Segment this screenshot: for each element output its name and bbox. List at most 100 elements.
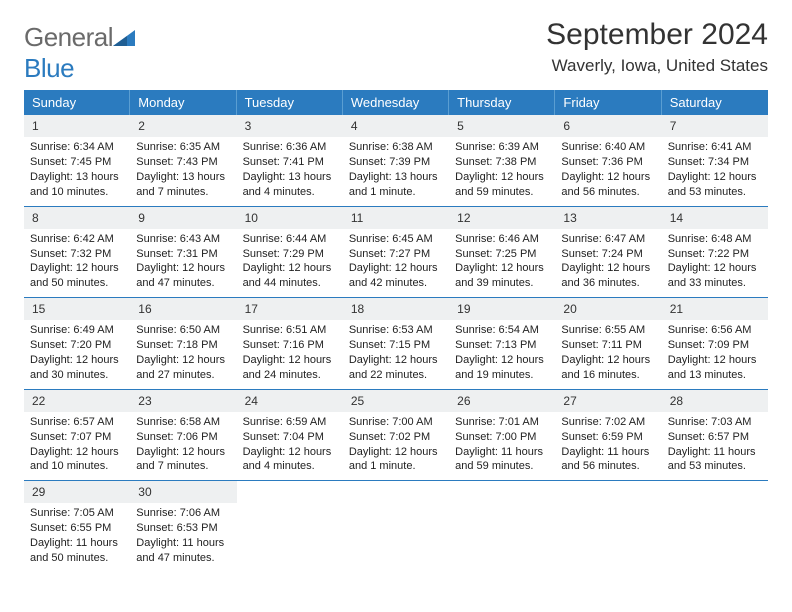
sunrise-line: Sunrise: 7:03 AM — [668, 415, 762, 430]
calendar-cell: 15Sunrise: 6:49 AMSunset: 7:20 PMDayligh… — [24, 298, 130, 389]
sunrise-line: Sunrise: 6:55 AM — [561, 323, 655, 338]
calendar-cell: 8Sunrise: 6:42 AMSunset: 7:32 PMDaylight… — [24, 207, 130, 298]
day-number: 2 — [130, 115, 236, 137]
sunrise-line: Sunrise: 6:40 AM — [561, 140, 655, 155]
sunrise-line: Sunrise: 6:57 AM — [30, 415, 124, 430]
calendar-cell: 25Sunrise: 7:00 AMSunset: 7:02 PMDayligh… — [343, 390, 449, 481]
calendar-cell: 7Sunrise: 6:41 AMSunset: 7:34 PMDaylight… — [662, 115, 768, 206]
calendar-cell: 21Sunrise: 6:56 AMSunset: 7:09 PMDayligh… — [662, 298, 768, 389]
day-number: 5 — [449, 115, 555, 137]
day-number: 9 — [130, 207, 236, 229]
sunset-line: Sunset: 7:29 PM — [243, 247, 337, 262]
location-label: Waverly, Iowa, United States — [546, 56, 768, 76]
sunset-line: Sunset: 7:06 PM — [136, 430, 230, 445]
sunset-line: Sunset: 7:04 PM — [243, 430, 337, 445]
calendar-cell: 29Sunrise: 7:05 AMSunset: 6:55 PMDayligh… — [24, 481, 130, 572]
calendar-cell: 30Sunrise: 7:06 AMSunset: 6:53 PMDayligh… — [130, 481, 236, 572]
day-number: 27 — [555, 390, 661, 412]
daylight-line: Daylight: 12 hours and 13 minutes. — [668, 353, 762, 383]
day-number: 13 — [555, 207, 661, 229]
sunset-line: Sunset: 7:15 PM — [349, 338, 443, 353]
sunrise-line: Sunrise: 6:59 AM — [243, 415, 337, 430]
sunset-line: Sunset: 7:34 PM — [668, 155, 762, 170]
calendar-week: 29Sunrise: 7:05 AMSunset: 6:55 PMDayligh… — [24, 481, 768, 572]
sunrise-line: Sunrise: 7:01 AM — [455, 415, 549, 430]
daylight-line: Daylight: 12 hours and 42 minutes. — [349, 261, 443, 291]
dow-header: Friday — [555, 90, 661, 115]
sunset-line: Sunset: 7:31 PM — [136, 247, 230, 262]
calendar-cell-empty — [237, 481, 343, 572]
sunrise-line: Sunrise: 6:35 AM — [136, 140, 230, 155]
day-number: 6 — [555, 115, 661, 137]
day-number: 17 — [237, 298, 343, 320]
calendar-week: 22Sunrise: 6:57 AMSunset: 7:07 PMDayligh… — [24, 390, 768, 482]
day-number: 4 — [343, 115, 449, 137]
sunrise-line: Sunrise: 6:53 AM — [349, 323, 443, 338]
sunset-line: Sunset: 7:45 PM — [30, 155, 124, 170]
daylight-line: Daylight: 13 hours and 7 minutes. — [136, 170, 230, 200]
page-title: September 2024 — [546, 18, 768, 52]
calendar-cell: 5Sunrise: 6:39 AMSunset: 7:38 PMDaylight… — [449, 115, 555, 206]
calendar-cell: 2 Sunrise: 6:35 AMSunset: 7:43 PMDaylight… — [130, 115, 236, 206]
daylight-line: Daylight: 13 hours and 1 minute. — [349, 170, 443, 200]
sunset-line: Sunset: 6:59 PM — [561, 430, 655, 445]
sunset-line: Sunset: 7:24 PM — [561, 247, 655, 262]
sunset-line: Sunset: 7:18 PM — [136, 338, 230, 353]
calendar-cell: 24Sunrise: 6:59 AMSunset: 7:04 PMDayligh… — [237, 390, 343, 481]
sunrise-line: Sunrise: 6:48 AM — [668, 232, 762, 247]
daylight-line: Daylight: 12 hours and 53 minutes. — [668, 170, 762, 200]
sunset-line: Sunset: 7:11 PM — [561, 338, 655, 353]
daylight-line: Daylight: 12 hours and 27 minutes. — [136, 353, 230, 383]
daylight-line: Daylight: 13 hours and 4 minutes. — [243, 170, 337, 200]
sunrise-line: Sunrise: 6:47 AM — [561, 232, 655, 247]
daylight-line: Daylight: 12 hours and 10 minutes. — [30, 445, 124, 475]
sunset-line: Sunset: 7:22 PM — [668, 247, 762, 262]
sunrise-line: Sunrise: 6:58 AM — [136, 415, 230, 430]
sunrise-line: Sunrise: 7:06 AM — [136, 506, 230, 521]
sunset-line: Sunset: 7:00 PM — [455, 430, 549, 445]
daylight-line: Daylight: 12 hours and 24 minutes. — [243, 353, 337, 383]
dow-header: Wednesday — [343, 90, 449, 115]
sunrise-line: Sunrise: 6:34 AM — [30, 140, 124, 155]
calendar-cell: 6Sunrise: 6:40 AMSunset: 7:36 PMDaylight… — [555, 115, 661, 206]
calendar-cell: 10Sunrise: 6:44 AMSunset: 7:29 PMDayligh… — [237, 207, 343, 298]
daylight-line: Daylight: 12 hours and 44 minutes. — [243, 261, 337, 291]
sunrise-line: Sunrise: 7:05 AM — [30, 506, 124, 521]
sunset-line: Sunset: 7:09 PM — [668, 338, 762, 353]
day-number: 21 — [662, 298, 768, 320]
sunrise-line: Sunrise: 7:02 AM — [561, 415, 655, 430]
calendar-cell: 28Sunrise: 7:03 AMSunset: 6:57 PMDayligh… — [662, 390, 768, 481]
daylight-line: Daylight: 12 hours and 33 minutes. — [668, 261, 762, 291]
sunset-line: Sunset: 7:32 PM — [30, 247, 124, 262]
calendar-cell: 26Sunrise: 7:01 AMSunset: 7:00 PMDayligh… — [449, 390, 555, 481]
calendar-cell: 17Sunrise: 6:51 AMSunset: 7:16 PMDayligh… — [237, 298, 343, 389]
calendar-cell: 20Sunrise: 6:55 AMSunset: 7:11 PMDayligh… — [555, 298, 661, 389]
day-number: 8 — [24, 207, 130, 229]
day-number: 14 — [662, 207, 768, 229]
calendar-cell-empty — [343, 481, 449, 572]
daylight-line: Daylight: 12 hours and 50 minutes. — [30, 261, 124, 291]
day-number: 25 — [343, 390, 449, 412]
sunrise-line: Sunrise: 6:45 AM — [349, 232, 443, 247]
daylight-line: Daylight: 11 hours and 56 minutes. — [561, 445, 655, 475]
dow-header: Saturday — [662, 90, 768, 115]
brand-mark-icon — [113, 22, 135, 53]
daylight-line: Daylight: 12 hours and 59 minutes. — [455, 170, 549, 200]
sunset-line: Sunset: 7:13 PM — [455, 338, 549, 353]
calendar-cell: 11Sunrise: 6:45 AMSunset: 7:27 PMDayligh… — [343, 207, 449, 298]
day-number: 24 — [237, 390, 343, 412]
brand-name-b: Blue — [24, 53, 74, 83]
dow-header: Tuesday — [237, 90, 343, 115]
daylight-line: Daylight: 11 hours and 47 minutes. — [136, 536, 230, 566]
calendar-cell: 1Sunrise: 6:34 AMSunset: 7:45 PMDaylight… — [24, 115, 130, 206]
daylight-line: Daylight: 12 hours and 22 minutes. — [349, 353, 443, 383]
day-number: 15 — [24, 298, 130, 320]
day-number: 10 — [237, 207, 343, 229]
sunrise-line: Sunrise: 6:39 AM — [455, 140, 549, 155]
day-number: 22 — [24, 390, 130, 412]
sunset-line: Sunset: 7:43 PM — [136, 155, 230, 170]
dow-header: Thursday — [449, 90, 555, 115]
sunrise-line: Sunrise: 6:51 AM — [243, 323, 337, 338]
day-number: 7 — [662, 115, 768, 137]
calendar-cell: 3Sunrise: 6:36 AMSunset: 7:41 PMDaylight… — [237, 115, 343, 206]
